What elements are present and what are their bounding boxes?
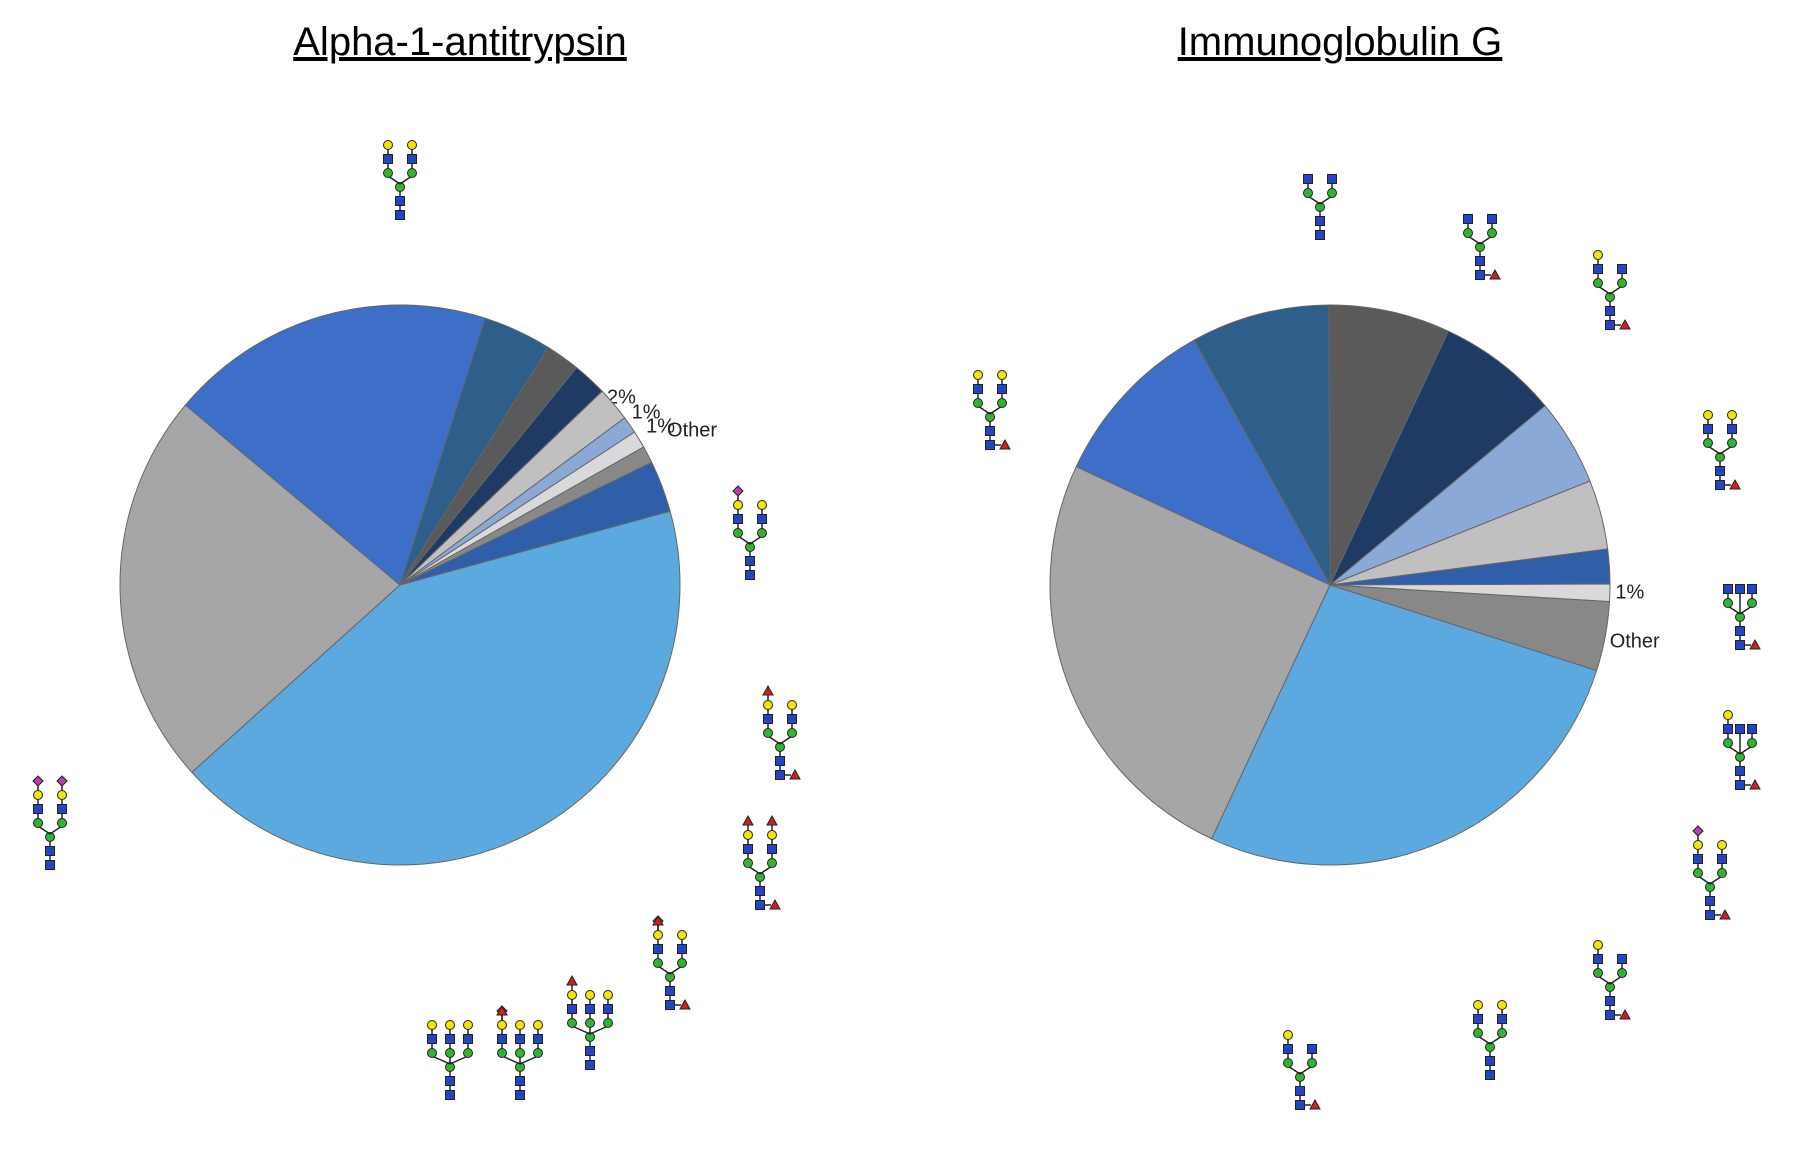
chart-title-right: Immunoglobulin G [910,20,1770,65]
glycan-structure [720,785,820,930]
glycan-structure [1440,155,1540,300]
glycan-structure [740,655,840,800]
glycan-icon [1700,665,1800,805]
glycan-icon [1260,985,1360,1125]
glycan-structure [1570,205,1670,350]
glycan-structure [1700,525,1800,670]
glycan-icon [1440,155,1540,295]
glycan-structure [1260,985,1360,1130]
glycan-icon [1670,795,1770,935]
glycan-structure [10,745,110,890]
chart-title-left: Alpha-1-antitrypsin [30,20,890,65]
glycan-icon [720,785,820,925]
glycan-structure [950,325,1050,470]
glycan-structure [1450,955,1550,1100]
glycan-icon [1570,895,1670,1035]
glycan-icon [1450,955,1550,1095]
glycan-icon [740,655,840,795]
glycan-icon [1570,205,1670,345]
glycan-icon [1700,525,1800,665]
glycan-icon [1280,115,1380,255]
glycan-icon [360,95,460,235]
glycan-structure [1670,795,1770,940]
glycan-structure [360,95,460,240]
glycan-structure [1680,365,1780,510]
glycan-structure [410,975,510,1120]
glycan-icon [1680,365,1780,505]
figure-container: Alpha-1-antitrypsin 23%19%4%2%2%2%1%1%Ot… [20,20,1780,1130]
glycan-icon [410,975,510,1115]
glycan-icon [10,745,110,885]
glycan-structure [710,455,810,600]
glycan-icon [950,325,1050,465]
pie-wrap-right: 10%8%7%7%5%4%2%1%4%Other27%25% [910,75,1770,1075]
glycan-structure [1570,895,1670,1040]
chart-panel-left: Alpha-1-antitrypsin 23%19%4%2%2%2%1%1%Ot… [30,20,890,1120]
chart-panel-right: Immunoglobulin G 10%8%7%7%5%4%2%1%4%Othe… [910,20,1770,1120]
pie-wrap-left: 23%19%4%2%2%2%1%1%Other3%43% [30,75,890,1075]
glycan-structure [1280,115,1380,260]
glycan-structure [1700,665,1800,810]
glycan-icon [710,455,810,595]
